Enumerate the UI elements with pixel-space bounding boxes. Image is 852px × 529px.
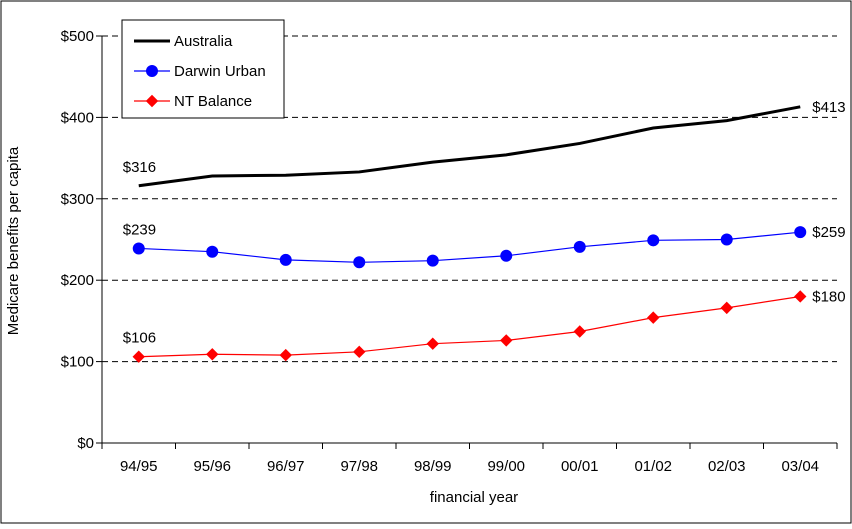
data-point <box>132 350 145 363</box>
x-tick-label: 01/02 <box>634 458 672 475</box>
legend-label: Australia <box>174 33 233 50</box>
x-axis-label: financial year <box>430 489 518 506</box>
data-point <box>132 242 145 255</box>
data-point <box>353 256 366 269</box>
x-tick-label: 03/04 <box>781 458 819 475</box>
series <box>132 105 807 363</box>
data-labels: $316 $413 $239 $259 $106 $180 <box>123 99 846 347</box>
data-point <box>647 311 660 324</box>
data-label: $413 <box>812 99 845 116</box>
series-line <box>138 105 801 188</box>
y-tick-label: $100 <box>61 354 94 371</box>
data-point <box>206 348 219 361</box>
data-point <box>426 254 439 267</box>
data-point <box>426 337 439 350</box>
data-label: $180 <box>812 288 845 305</box>
x-tick-label: 99/00 <box>487 458 525 475</box>
data-point <box>573 240 586 253</box>
x-tick-label: 95/96 <box>193 458 231 475</box>
x-tick-label: 02/03 <box>708 458 746 475</box>
y-tick-label: $200 <box>61 272 94 289</box>
data-point <box>794 226 807 239</box>
legend-marker <box>145 94 159 108</box>
x-tick-label: 00/01 <box>561 458 599 475</box>
legend-label: Darwin Urban <box>174 63 266 80</box>
data-label: $316 <box>123 159 156 176</box>
data-point <box>720 233 733 246</box>
x-tick-label: 98/99 <box>414 458 452 475</box>
data-point <box>500 334 513 347</box>
data-point <box>353 345 366 359</box>
y-tick-label: $0 <box>77 435 94 452</box>
data-point <box>206 245 219 258</box>
data-point <box>720 301 733 315</box>
data-point <box>279 253 292 266</box>
data-label: $259 <box>812 224 845 241</box>
y-tick-label: $300 <box>61 191 94 208</box>
data-point <box>279 348 292 362</box>
data-label: $239 <box>123 221 156 238</box>
y-tick-label: $500 <box>61 28 94 45</box>
series-line <box>138 295 801 358</box>
legend-marker <box>146 65 158 77</box>
data-point <box>794 290 807 303</box>
legend: Australia Darwin Urban NT Balance <box>121 19 285 119</box>
data-label: $106 <box>123 330 156 347</box>
series-line <box>138 231 801 263</box>
data-point <box>573 325 586 338</box>
data-point <box>647 234 660 247</box>
y-axis-label: Medicare benefits per capita <box>5 146 22 335</box>
y-tick-label: $400 <box>61 109 94 126</box>
x-tick-label: 97/98 <box>340 458 378 475</box>
axes: $0 $100 $200 $300 $400 $500 94/95 95/96 96/97 97/… <box>61 28 838 475</box>
x-tick-label: 94/95 <box>120 458 158 475</box>
x-tick-label: 96/97 <box>267 458 305 475</box>
legend-label: NT Balance <box>174 93 252 110</box>
data-point <box>500 249 513 262</box>
